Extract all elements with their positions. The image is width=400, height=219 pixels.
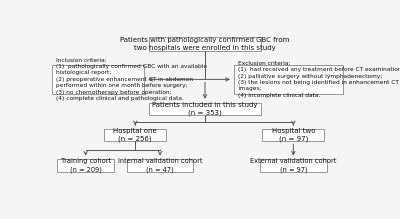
Text: Patients with pathologically confirmed GBC from
two hospitals were enrolled in t: Patients with pathologically confirmed G… [120,37,290,51]
FancyBboxPatch shape [149,37,261,51]
FancyBboxPatch shape [260,159,327,172]
Text: External validation cohort
(n = 97): External validation cohort (n = 97) [250,158,336,173]
Text: Internal validation cohort
(n = 47): Internal validation cohort (n = 47) [118,158,202,173]
FancyBboxPatch shape [127,159,193,172]
FancyBboxPatch shape [149,102,261,115]
Text: Inclusion criteria:
(1)  pathologically confirmed GBC with an available
histolog: Inclusion criteria: (1) pathologically c… [56,58,207,101]
Text: Hospital one
(n = 256): Hospital one (n = 256) [113,128,157,142]
Text: Hospital two
(n = 97): Hospital two (n = 97) [272,128,315,142]
FancyBboxPatch shape [262,129,324,141]
Text: Exclusion criteria:
(1)  had received any treatment before CT examination;
(2) p: Exclusion criteria: (1) had received any… [238,61,400,98]
FancyBboxPatch shape [104,129,166,141]
Text: Patients included in this study
(n = 353): Patients included in this study (n = 353… [152,102,258,116]
FancyBboxPatch shape [52,65,144,94]
FancyBboxPatch shape [57,159,114,172]
Text: Training cohort
(n = 209): Training cohort (n = 209) [60,158,111,173]
FancyBboxPatch shape [234,65,343,94]
